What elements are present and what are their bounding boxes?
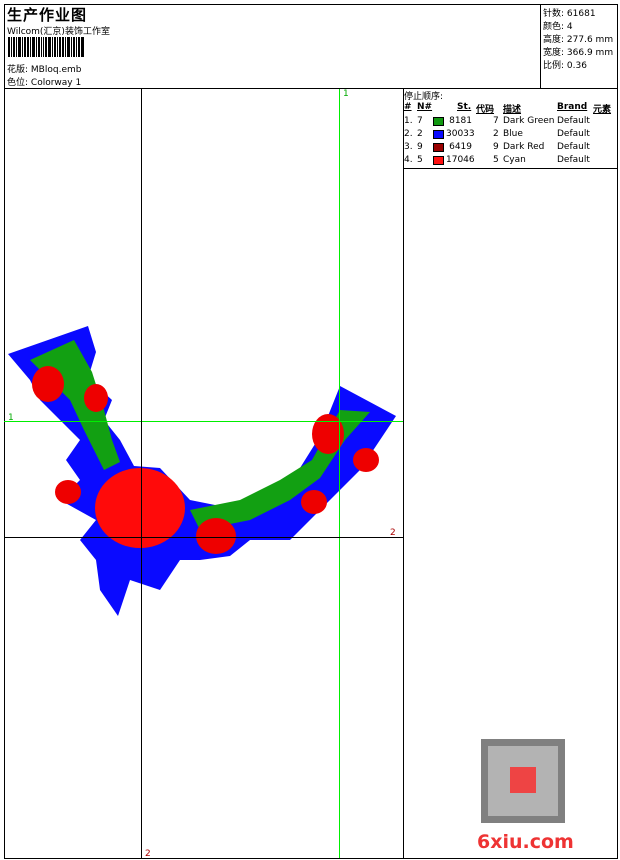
col-brand: Brand <box>557 102 588 112</box>
row-desc: Cyan <box>503 155 526 165</box>
stamp-icon <box>510 767 536 793</box>
rose <box>312 414 344 454</box>
rose <box>32 366 64 402</box>
row-n: 2 <box>417 129 423 139</box>
page-frame <box>4 4 618 859</box>
rose <box>196 518 236 554</box>
design-value: MBloq.emb <box>30 65 82 75</box>
watermark-text: 6xiu.com <box>477 831 574 853</box>
guide-label: 1 <box>343 89 349 99</box>
col-index: # <box>404 102 412 112</box>
color-swatch <box>433 130 444 139</box>
rose <box>55 480 81 504</box>
barcode <box>8 37 120 57</box>
guide-label: 2 <box>145 849 151 859</box>
stat-stitches: 针数: 61681 <box>543 9 596 19</box>
row-desc: Dark Green <box>503 116 555 126</box>
row-index: 2. <box>404 129 413 139</box>
stop-sequence-title: 停止顺序: <box>404 92 444 102</box>
design-file: 花版: MBloq.emb <box>7 62 81 75</box>
row-brand: Default <box>557 155 590 165</box>
row-stitches: 30033 <box>446 129 475 139</box>
stat-height: 高度: 277.6 mm <box>543 35 614 45</box>
embroidery-design <box>8 326 396 616</box>
rose <box>84 384 108 412</box>
colorway: 色位: Colorway 1 <box>7 75 81 88</box>
guide-label: 1 <box>8 413 14 423</box>
col-code: 代码 <box>476 105 495 115</box>
stat-width: 宽度: 366.9 mm <box>543 48 614 58</box>
rose <box>301 490 327 514</box>
row-n: 9 <box>417 142 423 152</box>
design-label: 花版: <box>7 65 29 75</box>
row-n: 7 <box>417 116 423 126</box>
row-n: 5 <box>417 155 423 165</box>
row-brand: Default <box>557 129 590 139</box>
row-brand: Default <box>557 142 590 152</box>
row-stitches: 17046 <box>446 155 475 165</box>
stat-scale: 比例: 0.36 <box>543 61 587 71</box>
row-desc: Dark Red <box>503 142 545 152</box>
stat-colors: 颜色: 4 <box>543 22 573 32</box>
col-desc: 描述 <box>503 105 522 115</box>
stop-row[interactable]: 4. 5 17046 5 Cyan Default <box>404 155 618 168</box>
col-st: St. <box>457 102 472 112</box>
row-index: 4. <box>404 155 413 165</box>
rose <box>353 448 379 472</box>
page-title: 生产作业图 <box>7 6 88 24</box>
qr-watermark: 6xiu.com <box>477 739 574 853</box>
col-element: 元素 <box>593 105 612 115</box>
row-code: 5 <box>493 155 499 165</box>
row-code: 9 <box>493 142 499 152</box>
right-panel-divider <box>403 88 404 859</box>
rose-large <box>95 468 185 548</box>
stop-row[interactable]: 3. 9 6419 9 Dark Red Default <box>404 142 618 155</box>
colorway-label: 色位: <box>7 78 29 88</box>
row-stitches: 6419 <box>449 142 472 152</box>
row-brand: Default <box>557 116 590 126</box>
guide-label: 2 <box>390 528 396 538</box>
row-code: 2 <box>493 129 499 139</box>
color-swatch <box>433 143 444 152</box>
stats-box: 针数: 61681 颜色: 4 高度: 277.6 mm 宽度: 366.9 m… <box>540 4 618 88</box>
color-swatch <box>433 156 444 165</box>
colorway-value: Colorway 1 <box>30 78 82 88</box>
stop-row[interactable]: 1. 7 8181 7 Dark Green Default <box>404 116 618 129</box>
header-divider <box>4 88 618 89</box>
row-stitches: 8181 <box>449 116 472 126</box>
row-desc: Blue <box>503 129 523 139</box>
stop-row[interactable]: 2. 2 30033 2 Blue Default <box>404 129 618 142</box>
col-n: N# <box>417 102 433 112</box>
company-name: Wilcom(汇京)装饰工作室 <box>7 27 110 37</box>
row-index: 1. <box>404 116 413 126</box>
row-code: 7 <box>493 116 499 126</box>
color-swatch <box>433 117 444 126</box>
table-divider <box>403 168 618 169</box>
row-index: 3. <box>404 142 413 152</box>
